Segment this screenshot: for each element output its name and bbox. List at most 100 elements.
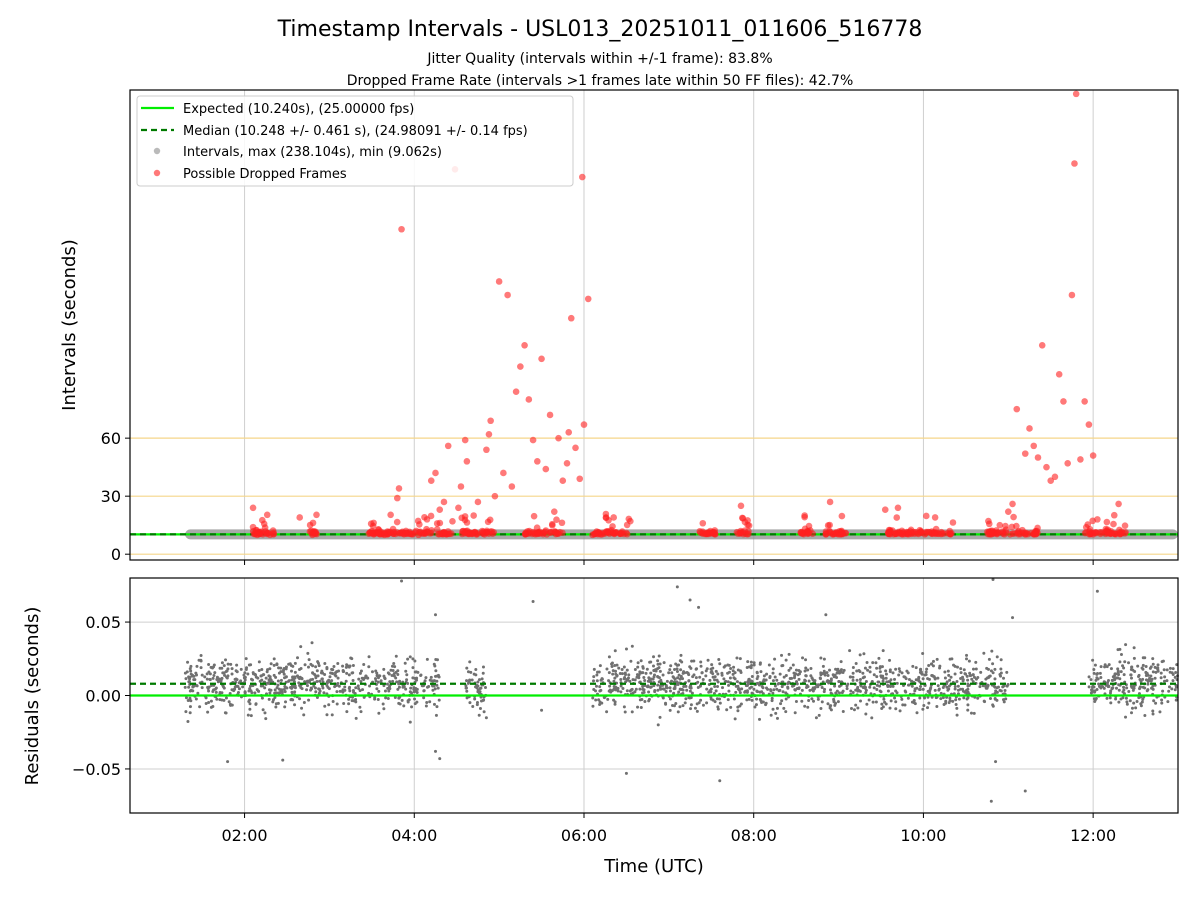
- dropped-frame-point: [500, 469, 507, 477]
- residual-point: [688, 689, 692, 693]
- residual-point: [478, 706, 482, 710]
- residual-point: [888, 706, 892, 710]
- dropped-frame-point: [548, 529, 555, 536]
- residual-point: [919, 667, 923, 671]
- residual-point: [864, 691, 868, 695]
- residual-point: [910, 700, 914, 704]
- residual-point: [845, 687, 849, 691]
- dropped-frame-point: [542, 465, 550, 473]
- dropped-frame-point: [576, 475, 584, 483]
- residual-point: [848, 649, 852, 653]
- residual-point: [825, 671, 829, 675]
- figure-subtitle-1: Jitter Quality (intervals within +/-1 fr…: [426, 51, 772, 67]
- residual-point: [898, 669, 902, 673]
- residual-point: [382, 707, 386, 711]
- residual-point: [594, 689, 598, 693]
- residual-point: [928, 687, 932, 691]
- residual-point: [673, 667, 677, 671]
- residual-point: [758, 662, 762, 666]
- residual-point: [406, 657, 410, 661]
- residual-point: [404, 669, 408, 673]
- residual-point: [928, 691, 932, 695]
- dropped-frame-point: [381, 531, 388, 539]
- residual-point: [784, 697, 788, 701]
- residual-point: [674, 662, 678, 666]
- residual-point: [223, 673, 227, 677]
- residual-point: [370, 670, 374, 674]
- residual-point: [1174, 670, 1178, 674]
- residual-point: [668, 697, 672, 701]
- dropped-frame-point: [508, 483, 516, 490]
- residual-point: [195, 664, 199, 668]
- residual-point: [249, 714, 253, 718]
- residual-point: [435, 683, 439, 687]
- residual-point: [966, 687, 970, 691]
- dropped-frame-point: [530, 512, 538, 520]
- residual-point: [207, 689, 211, 693]
- residual-point: [189, 664, 193, 668]
- residual-point: [634, 687, 638, 691]
- residual-point: [746, 660, 750, 664]
- residual-point: [248, 702, 252, 706]
- residual-point: [835, 676, 839, 680]
- residual-point: [897, 673, 901, 677]
- residual-point: [959, 671, 963, 675]
- residual-point: [381, 702, 385, 706]
- residual-point: [839, 668, 843, 672]
- residual-point: [954, 698, 958, 702]
- dropped-frame-point: [1013, 405, 1021, 413]
- residual-point: [893, 677, 897, 681]
- dropped-frame-point: [1102, 525, 1110, 533]
- residual-point: [1121, 690, 1125, 694]
- residual-point: [794, 672, 798, 676]
- residual-point: [279, 688, 283, 692]
- residual-point: [283, 676, 287, 680]
- dropped-frame-point: [521, 531, 529, 538]
- dropped-frame-point: [1019, 526, 1026, 534]
- residual-point: [816, 697, 820, 701]
- legend-median: Median (10.248 +/- 0.461 s), (24.98091 +…: [183, 124, 528, 139]
- residual-point: [385, 682, 389, 686]
- residual-point: [1127, 689, 1131, 693]
- residual-point: [649, 685, 653, 689]
- residual-point: [431, 688, 435, 692]
- residual-outlier-point: [531, 600, 535, 603]
- dropped-frame-point: [1032, 530, 1040, 538]
- residual-point: [292, 680, 296, 684]
- residual-point: [925, 667, 929, 671]
- residual-point: [832, 675, 836, 679]
- residual-point: [1111, 678, 1115, 682]
- residual-point: [1141, 677, 1145, 681]
- residual-point: [695, 702, 699, 706]
- residual-point: [772, 688, 776, 692]
- dropped-frame-point: [1030, 442, 1038, 450]
- residual-point: [1125, 702, 1129, 706]
- residual-point: [737, 688, 741, 692]
- residual-point: [235, 684, 239, 688]
- residual-point: [791, 663, 795, 667]
- residual-point: [880, 665, 884, 669]
- residual-point: [630, 644, 634, 648]
- residual-point: [858, 699, 862, 703]
- residual-point: [848, 675, 852, 679]
- residual-point: [422, 696, 426, 700]
- residual-point: [320, 684, 324, 688]
- residual-point: [966, 708, 970, 712]
- residual-point: [700, 671, 704, 675]
- residual-point: [863, 684, 867, 688]
- dropped-frame-point: [623, 521, 631, 529]
- residual-point: [287, 679, 291, 683]
- residual-point: [344, 679, 348, 683]
- residual-point: [727, 689, 731, 693]
- residual-point: [841, 710, 845, 714]
- residual-point: [1092, 671, 1096, 675]
- residual-point: [341, 688, 345, 692]
- residual-point: [1131, 668, 1135, 672]
- residual-point: [668, 689, 672, 693]
- residual-point: [1116, 648, 1120, 652]
- residual-point: [334, 684, 338, 688]
- residual-point: [396, 673, 400, 677]
- dropped-frame-point: [461, 529, 469, 536]
- residual-point: [356, 684, 360, 688]
- residual-point: [1156, 663, 1160, 667]
